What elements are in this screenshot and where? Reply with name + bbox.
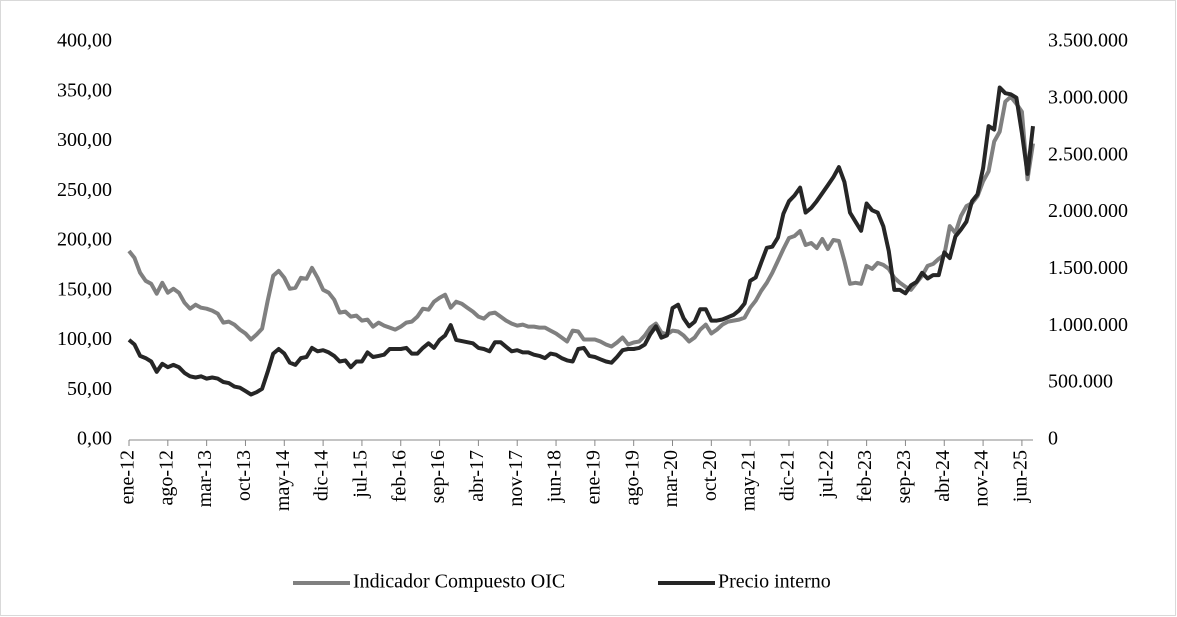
x-tick-label: nov-17: [505, 450, 527, 507]
series-line: [127, 94, 1035, 349]
y2-tick-label: 1.000.000: [1048, 314, 1128, 336]
y2-tick-label: 500.000: [1048, 371, 1113, 393]
y-tick-label: 350,00: [57, 79, 112, 101]
series-line: [127, 85, 1035, 397]
x-tick-label: dic-14: [311, 450, 333, 501]
y-tick-label: 100,00: [57, 328, 112, 350]
y2-tick-label: 3.500.000: [1048, 30, 1128, 52]
y-tick-label: 50,00: [67, 378, 112, 400]
x-tick-label: jul-15: [350, 450, 372, 499]
x-tick-label: sep-16: [427, 450, 449, 503]
x-tick-label: feb-16: [388, 450, 410, 502]
y-tick-label: 0,00: [77, 428, 112, 450]
x-tick-label: oct-20: [699, 450, 721, 501]
y2-tick-label: 2.000.000: [1048, 200, 1128, 222]
x-tick-label: mar-13: [194, 450, 216, 507]
x-tick-label: sep-23: [893, 450, 915, 503]
x-tick-label: ago-19: [621, 450, 643, 506]
legend-label: Precio interno: [718, 571, 831, 593]
x-tick-label: jul-22: [815, 450, 837, 499]
x-tick-label: feb-23: [854, 450, 876, 502]
y-tick-label: 300,00: [57, 129, 112, 151]
x-tick-label: jun-18: [544, 450, 566, 503]
x-tick-label: jun-25: [1010, 450, 1032, 503]
y2-tick-label: 0: [1048, 428, 1058, 450]
x-tick-label: nov-24: [971, 450, 993, 507]
x-tick-label: may-21: [738, 450, 760, 511]
y2-tick-label: 2.500.000: [1048, 143, 1128, 165]
x-tick-label: mar-20: [660, 450, 682, 507]
y-tick-label: 250,00: [57, 179, 112, 201]
x-tick-label: abr-17: [466, 450, 488, 502]
x-tick-label: ene-12: [117, 450, 139, 504]
y-tick-label: 200,00: [57, 229, 112, 251]
y2-tick-label: 1.500.000: [1048, 257, 1128, 279]
x-tick-label: may-14: [272, 450, 294, 511]
x-tick-label: abr-24: [932, 450, 954, 502]
legend-label: Indicador Compuesto OIC: [353, 571, 565, 593]
x-tick-label: ene-19: [582, 450, 604, 504]
y2-tick-label: 3.000.000: [1048, 86, 1128, 108]
y-tick-label: 150,00: [57, 278, 112, 300]
x-tick-label: oct-13: [233, 450, 255, 501]
x-tick-label: dic-21: [777, 450, 799, 501]
y-tick-label: 400,00: [57, 30, 112, 52]
x-tick-label: ago-12: [155, 450, 177, 506]
